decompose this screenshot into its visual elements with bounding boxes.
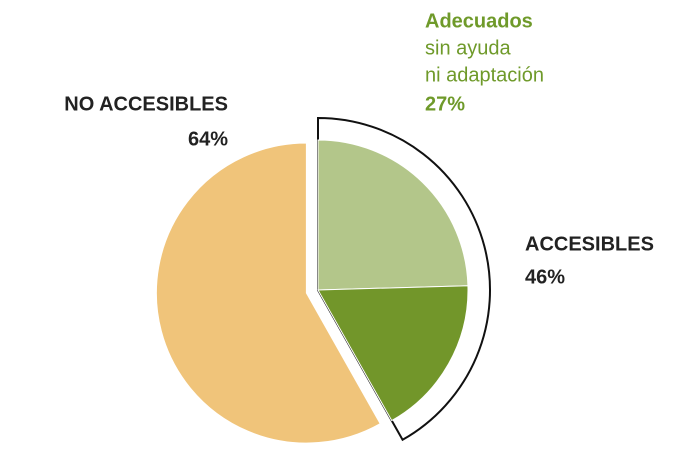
- annotation: ni adaptación: [425, 64, 544, 86]
- slice-value-label: 64%: [188, 128, 228, 150]
- slice-value-label: 27%: [425, 93, 465, 115]
- slice-label: Adecuados: [425, 10, 533, 32]
- annotation: sin ayuda: [425, 37, 511, 59]
- slice-label: NO ACCESIBLES: [64, 93, 228, 115]
- slice: [155, 142, 381, 444]
- slice: [317, 139, 469, 291]
- group-label: ACCESIBLES: [525, 233, 654, 255]
- pie: [155, 116, 491, 444]
- slice: [317, 285, 469, 422]
- group-value-label: 46%: [525, 266, 565, 288]
